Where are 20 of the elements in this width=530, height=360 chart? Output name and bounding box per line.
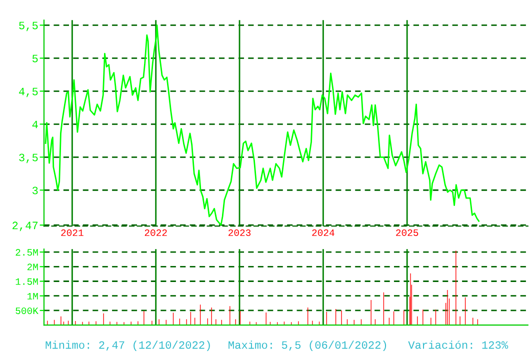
y-tick-label: 2.5M xyxy=(16,249,38,256)
x-tick-label: 2023 xyxy=(228,229,251,236)
y-tick-label: 500K xyxy=(16,307,38,314)
y-tick-label: 5 xyxy=(32,54,38,62)
y-tick-label: 5,5 xyxy=(19,22,38,32)
y-tick-label: 4,5 xyxy=(18,88,38,98)
y-tick-label: 1M xyxy=(27,292,38,300)
y-tick-label: 4 xyxy=(32,120,38,128)
text: Variación: 123% xyxy=(408,340,508,349)
x-tick-label: 2025 xyxy=(396,229,418,236)
x-tick-label: 2022 xyxy=(144,229,167,236)
y-tick-label: 3 xyxy=(32,186,38,194)
x-tick-label: 2024 xyxy=(312,229,334,236)
y-tick-label: 1.5M xyxy=(16,278,38,285)
text: Minimo: 2,47 (12/10/2022) xyxy=(46,340,210,351)
y-tick-label: 3,5 xyxy=(19,154,38,164)
y-tick-label: 2,47 xyxy=(12,222,38,232)
x-tick-label: 2021 xyxy=(61,229,84,236)
text: Maximo: 5,5 (06/01/2022) xyxy=(228,340,386,351)
y-tick-label: 2M xyxy=(27,264,38,270)
